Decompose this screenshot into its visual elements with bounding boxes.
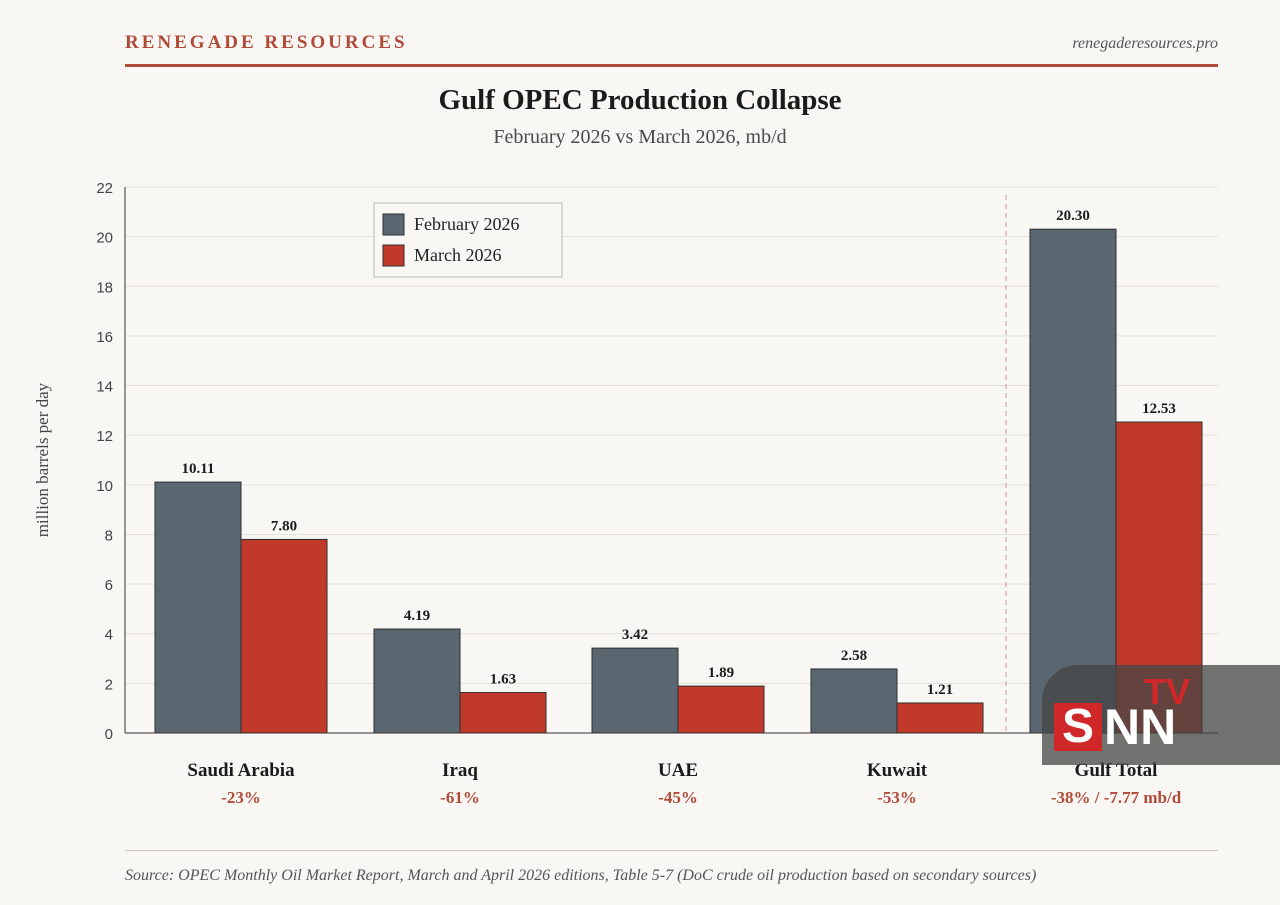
y-tick-label: 14: [96, 379, 113, 396]
bar-value-label: 20.30: [1056, 208, 1090, 224]
legend-swatch: [382, 213, 405, 236]
bar-value-label: 7.80: [271, 518, 297, 534]
category-label: Iraq: [442, 760, 478, 781]
bar-february: [373, 628, 461, 734]
bar-value-label: 3.42: [622, 627, 648, 643]
y-tick-label: 6: [105, 577, 113, 594]
bar-value-label: 2.58: [841, 648, 867, 664]
bar-february: [810, 668, 898, 734]
change-label: -23%: [221, 788, 261, 807]
bar-march: [677, 685, 765, 734]
footer-rule: [125, 850, 1218, 851]
brand-name: RENEGADE RESOURCES: [125, 32, 408, 53]
header-rule: [125, 64, 1218, 67]
y-tick-label: 2: [105, 676, 113, 693]
chart-title: Gulf OPEC Production Collapse: [438, 84, 842, 116]
bar-value-label: 1.21: [927, 682, 953, 698]
bar-value-label: 10.11: [182, 461, 215, 477]
y-tick-label: 0: [105, 726, 113, 743]
bar-march: [240, 538, 328, 734]
y-tick-label: 16: [96, 329, 113, 346]
change-label: -53%: [877, 788, 917, 807]
y-tick-label: 8: [105, 527, 113, 544]
legend-label: March 2026: [414, 245, 501, 265]
bar-february: [591, 647, 679, 734]
y-tick-label: 18: [96, 279, 113, 296]
y-tick-label: 20: [96, 230, 113, 247]
bar-february: [154, 481, 242, 734]
change-label: -45%: [658, 788, 698, 807]
legend-swatch: [382, 244, 405, 267]
snn-tv-watermark: TV S NN: [1042, 665, 1280, 765]
site-url: renegaderesources.pro: [1072, 35, 1218, 52]
bar-value-label: 12.53: [1142, 401, 1176, 417]
y-tick-label: 12: [96, 428, 113, 445]
watermark-s: S: [1054, 703, 1102, 751]
bar-march: [459, 692, 547, 734]
y-tick-label: 10: [96, 478, 113, 495]
watermark-nn: NN: [1104, 699, 1177, 755]
category-label: Gulf Total: [1075, 760, 1158, 781]
bar-march: [896, 702, 984, 734]
y-tick-label: 4: [105, 627, 113, 644]
bar-value-label: 1.63: [490, 672, 516, 688]
source-note: Source: OPEC Monthly Oil Market Report, …: [125, 867, 1037, 884]
category-label: Kuwait: [867, 760, 928, 781]
bar-february: [1029, 228, 1117, 734]
y-axis-label: million barrels per day: [33, 382, 52, 537]
watermark-tv: TV: [1144, 671, 1191, 712]
change-label: -61%: [440, 788, 480, 807]
chart-subtitle: February 2026 vs March 2026, mb/d: [493, 126, 787, 148]
category-label: UAE: [658, 760, 698, 781]
bar-value-label: 4.19: [404, 608, 430, 624]
legend-box: [373, 202, 563, 278]
bar-value-label: 1.89: [708, 665, 734, 681]
y-tick-label: 22: [96, 180, 113, 197]
change-label: -38% / -7.77 mb/d: [1051, 788, 1182, 807]
legend-label: February 2026: [414, 214, 519, 234]
category-label: Saudi Arabia: [187, 760, 295, 781]
